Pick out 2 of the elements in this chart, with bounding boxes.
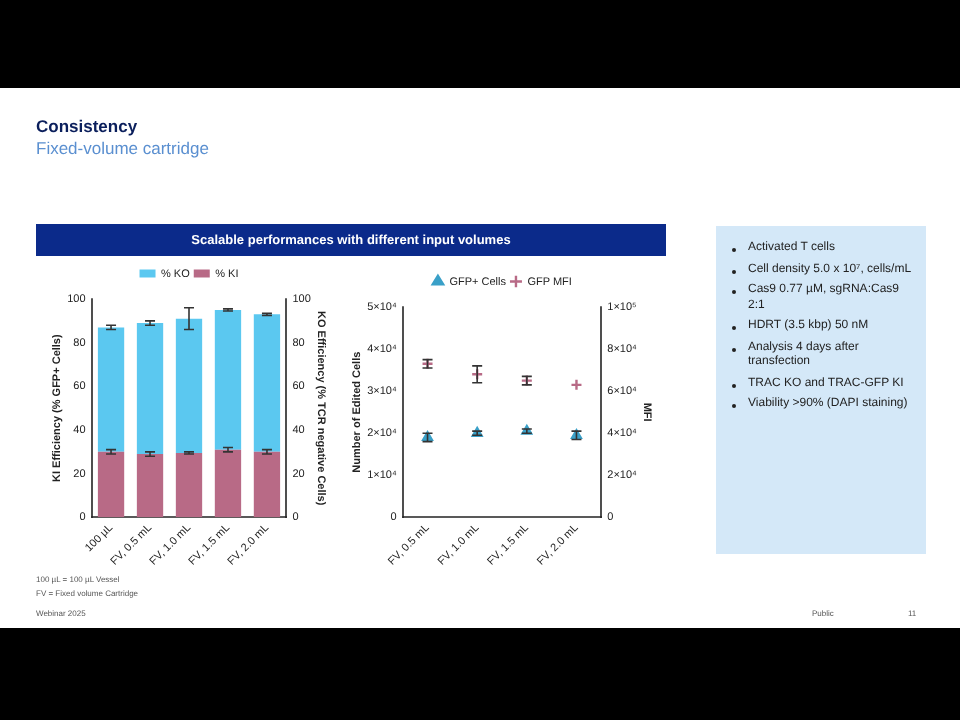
text: Consistency xyxy=(36,116,140,136)
text: Fixed-volume cartridge xyxy=(36,138,209,158)
